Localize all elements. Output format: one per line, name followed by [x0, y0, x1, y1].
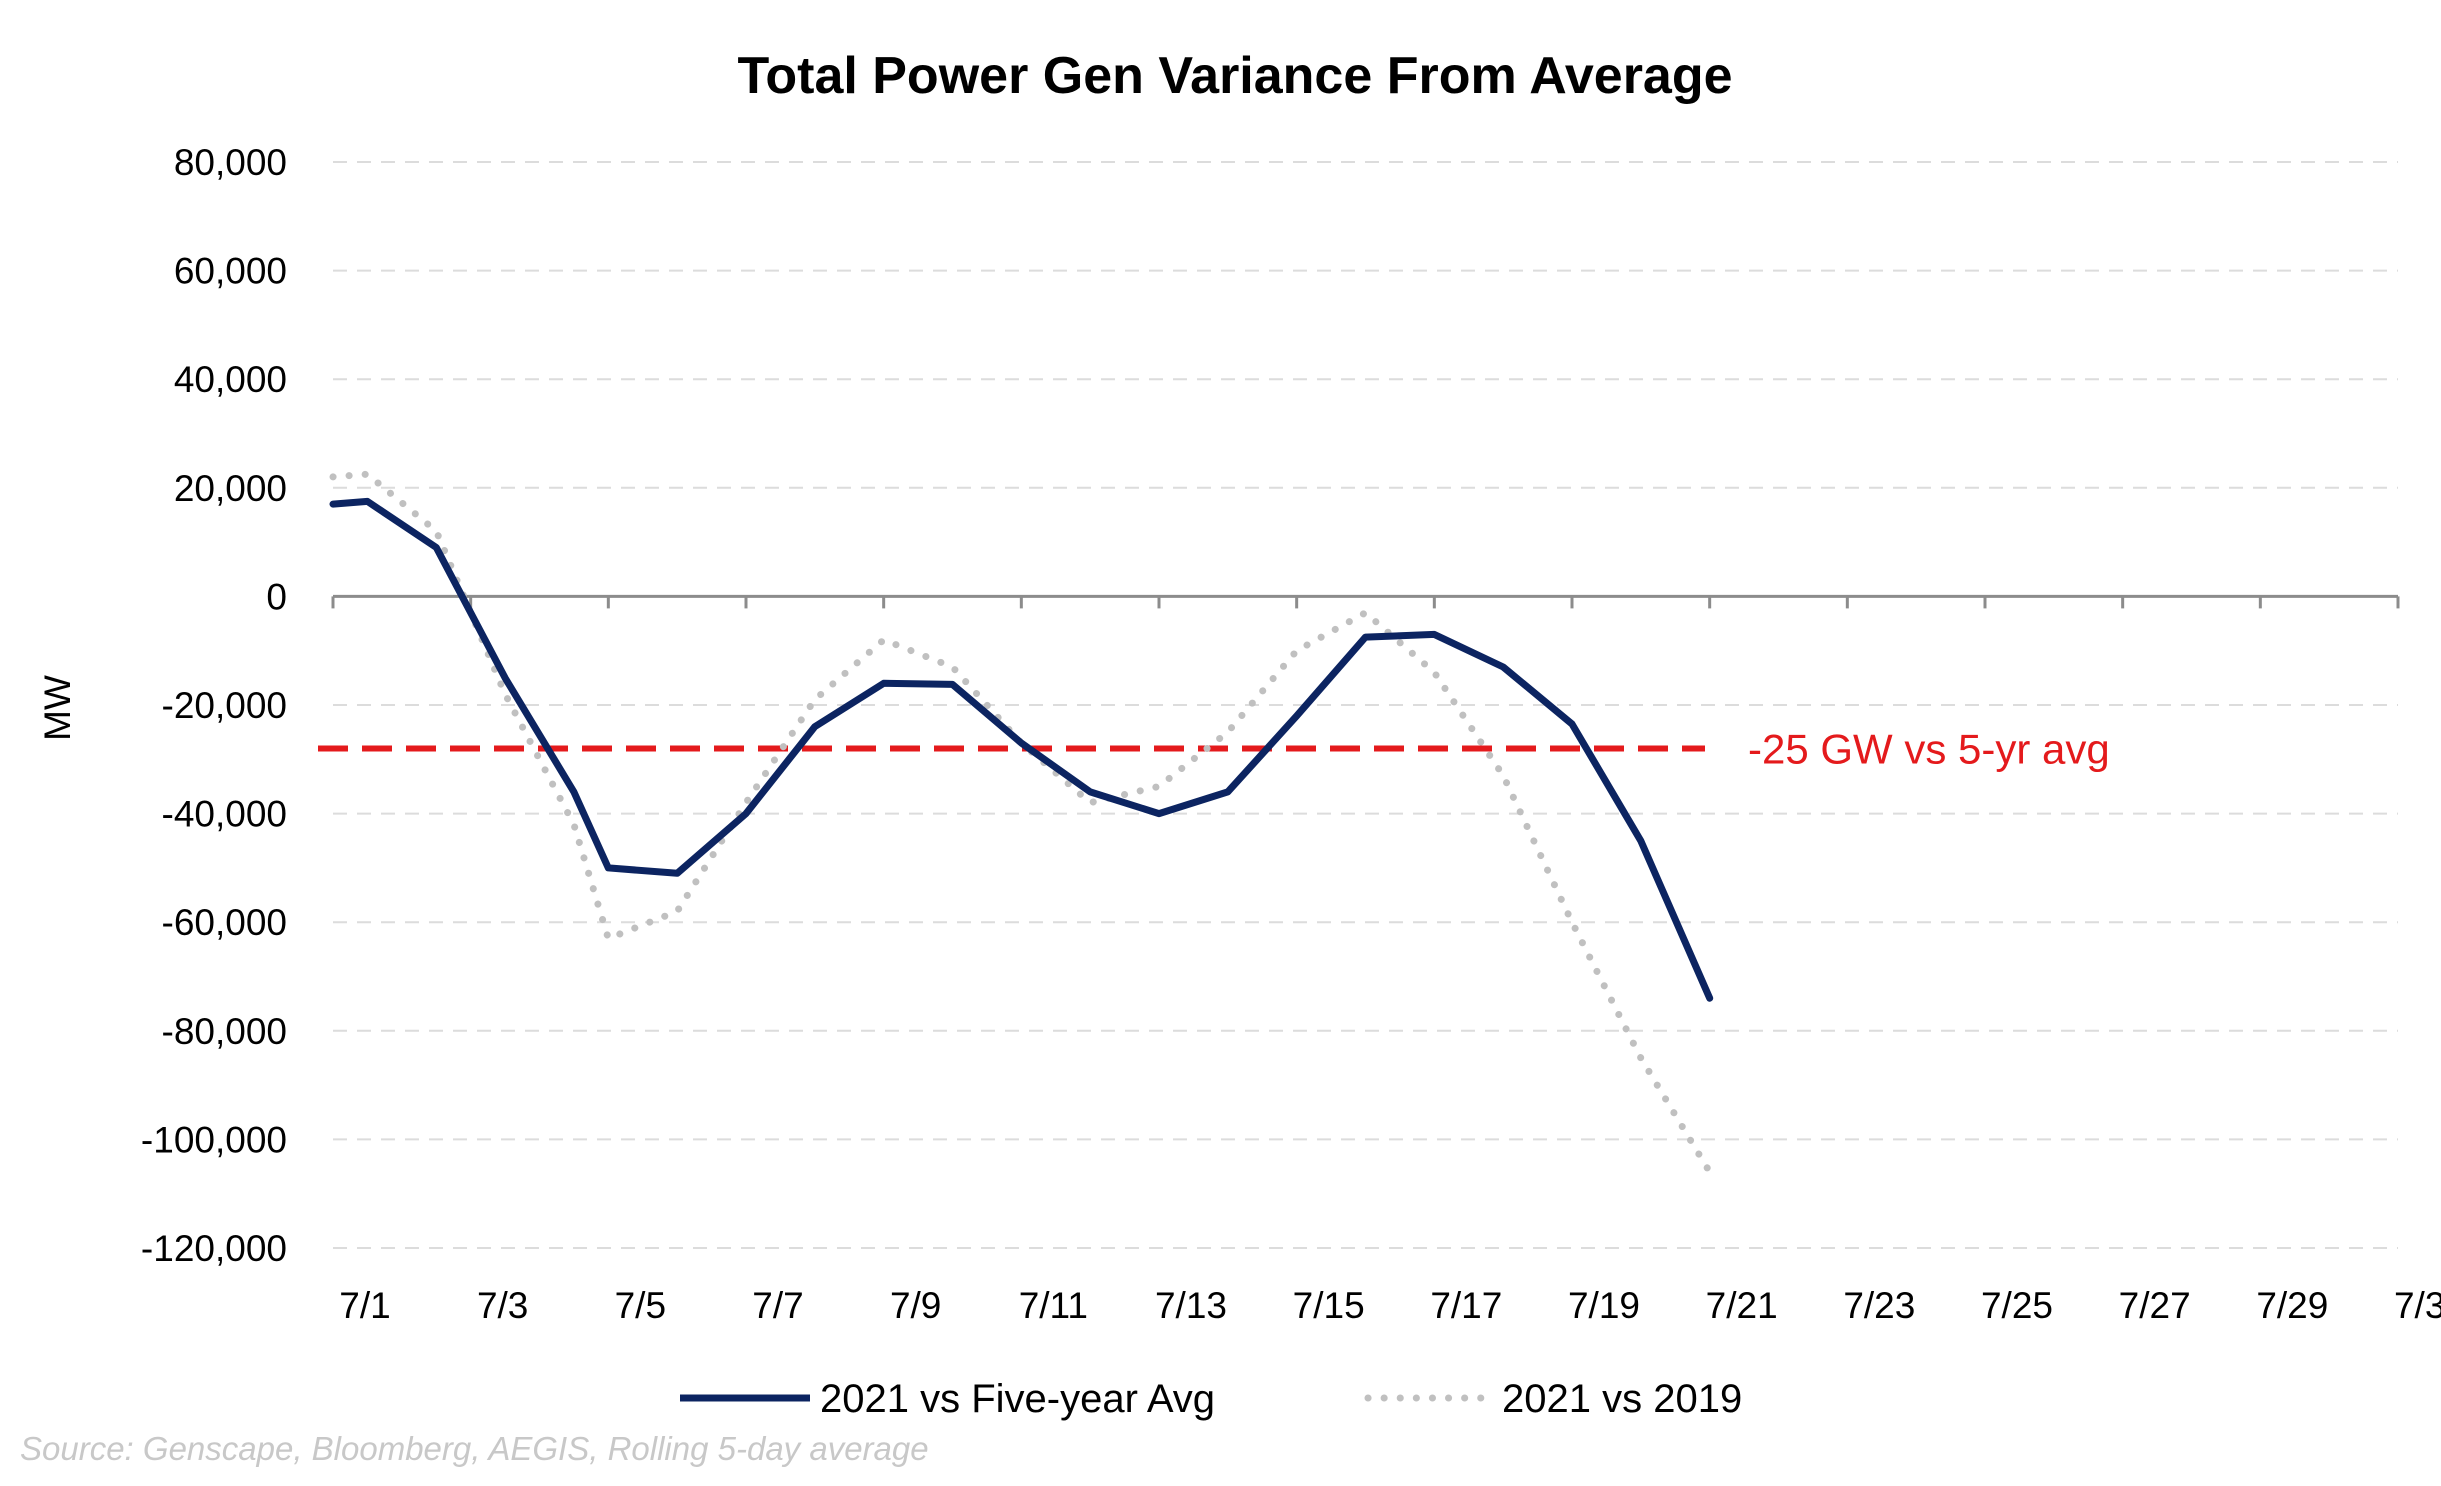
x-tick-label: 7/5 — [615, 1285, 666, 1326]
x-tick-label: 7/29 — [2256, 1285, 2328, 1326]
y-axis-label: MW — [37, 675, 78, 741]
y-tick-label: 40,000 — [174, 359, 287, 400]
x-tick-label: 7/1 — [339, 1285, 390, 1326]
x-tick-label: 7/19 — [1568, 1285, 1640, 1326]
series-group — [329, 470, 1714, 1176]
y-tick-label: 80,000 — [174, 142, 287, 183]
x-tick-label: 7/13 — [1155, 1285, 1227, 1326]
x-tick-label: 7/31 — [2394, 1285, 2441, 1326]
x-tick-label: 7/7 — [752, 1285, 803, 1326]
legend-label-1: 2021 vs Five-year Avg — [820, 1377, 1215, 1421]
reference-line-label: -25 GW vs 5-yr avg — [1748, 725, 2110, 772]
y-tick-label: -80,000 — [162, 1011, 288, 1052]
x-tick-label: 7/23 — [1843, 1285, 1915, 1326]
x-tick-label: 7/17 — [1430, 1285, 1502, 1326]
x-tick-label: 7/9 — [890, 1285, 941, 1326]
chart-title: Total Power Gen Variance From Average — [737, 47, 1732, 105]
x-tick-label: 7/21 — [1706, 1285, 1778, 1326]
x-axis-ticks: 7/1 7/3 7/5 7/7 7/9 7/11 7/13 7/15 7/17 7/19 7/21 7… — [339, 1285, 2441, 1326]
x-tick-label: 7/11 — [1019, 1285, 1088, 1326]
y-tick-label: -60,000 — [162, 902, 288, 943]
reference-line-group: -25 GW vs 5-yr avg — [318, 725, 2110, 772]
y-tick-label: 20,000 — [174, 468, 287, 509]
legend: 2021 vs Five-year Avg 2021 vs 2019 — [680, 1377, 1742, 1421]
y-tick-label: -20,000 — [162, 685, 288, 726]
y-tick-label: -100,000 — [141, 1119, 287, 1160]
x-tick-label: 7/25 — [1981, 1285, 2053, 1326]
y-tick-label: 0 — [266, 576, 287, 617]
gridlines — [333, 161, 2398, 1249]
x-tick-label: 7/27 — [2119, 1285, 2191, 1326]
x-tick-label: 7/3 — [477, 1285, 528, 1326]
series-line-2021-vs-five-year-avg — [329, 497, 1714, 1002]
x-tick-label: 7/15 — [1293, 1285, 1365, 1326]
y-axis-ticks: 80,000 60,000 40,000 20,000 0 -20,000 -40,000 -… — [141, 142, 287, 1269]
source-note: Source: Genscape, Bloomberg, AEGIS, Roll… — [20, 1430, 929, 1467]
y-tick-label: -40,000 — [162, 794, 288, 835]
y-tick-label: 60,000 — [174, 251, 287, 292]
legend-label-2: 2021 vs 2019 — [1502, 1377, 1742, 1421]
axes — [331, 594, 2400, 609]
y-tick-label: -120,000 — [141, 1228, 287, 1269]
series-line-2021-vs-2019 — [329, 470, 1714, 1176]
